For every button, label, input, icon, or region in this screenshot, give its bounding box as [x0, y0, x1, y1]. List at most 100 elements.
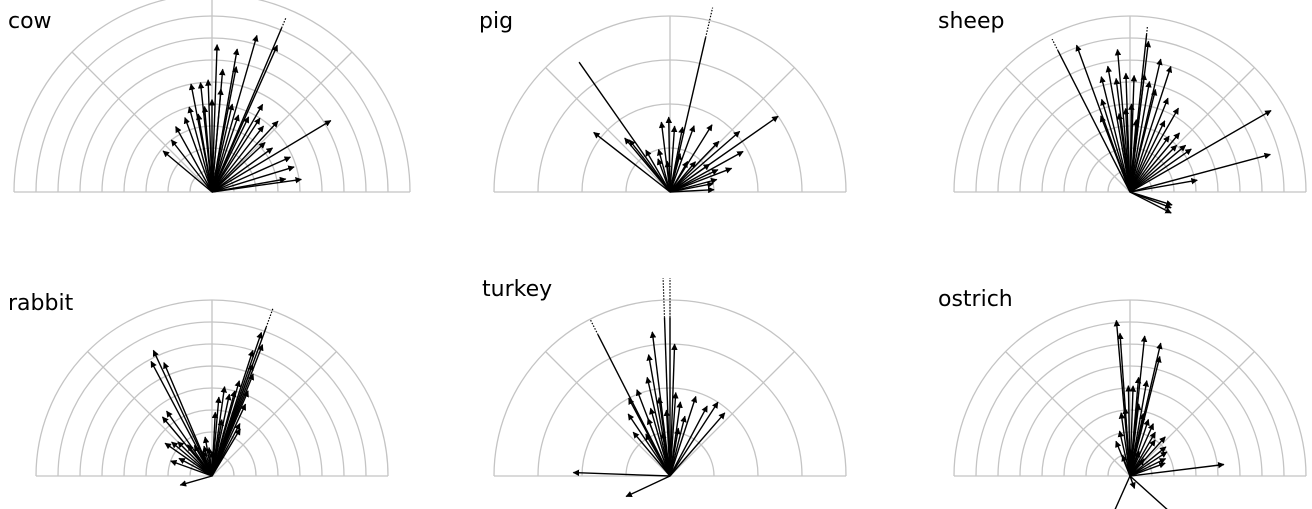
vector-arrow: [669, 160, 689, 193]
vector-arrow: [669, 181, 714, 193]
panel-title-turkey: turkey: [482, 277, 552, 302]
vector-overflow: [1051, 38, 1059, 52]
vector-arrow: [211, 176, 302, 193]
vector-arrow: [1057, 50, 1131, 193]
panel-title-sheep: sheep: [938, 9, 1004, 34]
vector-arrow: [669, 130, 741, 193]
vector-arrow: [645, 149, 671, 193]
vector-arrow: [1129, 191, 1172, 214]
vector-arrow: [166, 410, 213, 477]
vector-arrow: [625, 475, 671, 498]
vector-arrow: [593, 131, 671, 193]
vector-arrow: [211, 419, 225, 477]
vector-arrow: [578, 61, 671, 193]
vector-arrow: [175, 126, 213, 193]
vector-arrow: [1129, 403, 1142, 477]
vector-arrow: [669, 150, 744, 193]
vector-arrow: [211, 428, 241, 477]
vector-arrow: [1129, 446, 1167, 477]
vector-arrow: [1129, 119, 1140, 193]
vector-arrow: [1129, 461, 1225, 477]
vector-arrow: [150, 360, 213, 477]
panel-title-ostrich: ostrich: [938, 287, 1013, 312]
grid-ring: [13, 0, 411, 193]
vector-arrow: [211, 141, 266, 193]
vector-arrow: [211, 103, 235, 193]
vector-arrow: [669, 161, 697, 193]
vector-overflow: [705, 7, 714, 38]
vector-arrow: [628, 139, 671, 193]
grid-spoke: [545, 67, 671, 193]
vector-arrow: [669, 125, 678, 193]
vector-arrow: [178, 457, 213, 477]
polar-grid-ostrich: [953, 299, 1307, 477]
vector-arrow: [211, 120, 279, 193]
vector-arrow: [669, 167, 733, 193]
vector-arrow: [1105, 65, 1131, 193]
vector-overflow: [662, 278, 666, 318]
vector-arrow: [669, 427, 681, 477]
vector-arrow: [1129, 144, 1178, 193]
vector-arrow: [187, 444, 213, 477]
vector-arrow: [645, 433, 671, 477]
vector-arrow: [660, 432, 671, 477]
grid-spoke: [1129, 351, 1255, 477]
vector-arrow: [1122, 407, 1131, 477]
grid-spoke: [71, 51, 213, 193]
vector-arrow: [669, 391, 679, 477]
vectors-turkey: [572, 278, 726, 498]
polar-grid-cow: [13, 0, 411, 193]
panel-title-rabbit: rabbit: [8, 291, 74, 316]
vector-arrow: [162, 150, 213, 193]
vector-arrow: [211, 156, 291, 193]
vector-arrow: [1129, 475, 1168, 509]
vector-arrow: [669, 395, 698, 477]
panel-title-cow: cow: [8, 9, 52, 34]
panel-ostrich: ostrich: [938, 287, 1307, 509]
vector-arrow: [1129, 144, 1187, 193]
vector-arrow: [1129, 462, 1166, 477]
vector-arrow: [632, 431, 671, 477]
vector-arrow: [669, 401, 719, 477]
vector-arrow: [211, 114, 240, 193]
vectors-rabbit: [150, 308, 274, 487]
vector-arrow: [1129, 73, 1148, 193]
vector-arrow: [1129, 109, 1272, 193]
grid-spoke: [669, 351, 795, 477]
vector-arrow: [663, 409, 671, 477]
vector-arrow: [1129, 80, 1152, 193]
vector-arrow: [1099, 115, 1131, 193]
vector-arrow: [1099, 76, 1131, 193]
vector-arrow: [1117, 430, 1131, 477]
panel-title-pig: pig: [479, 9, 513, 34]
vector-arrow: [1129, 135, 1170, 193]
vector-arrow: [164, 442, 213, 477]
vector-arrow: [1121, 454, 1131, 477]
vector-arrow: [1129, 191, 1172, 209]
vector-arrow: [1129, 178, 1198, 193]
vector-overflow: [1146, 25, 1149, 35]
vector-arrow: [669, 405, 708, 477]
vector-arrow: [211, 125, 265, 193]
vector-arrow: [211, 88, 224, 193]
grid-spoke: [545, 351, 671, 477]
grid-spoke: [211, 351, 337, 477]
vector-arrow: [206, 446, 213, 477]
vector-arrow: [669, 415, 687, 477]
panel-rabbit: rabbit: [8, 291, 389, 487]
vector-arrow: [211, 66, 239, 193]
vector-arrow: [183, 116, 213, 193]
vector-arrow: [177, 441, 213, 477]
vector-arrow: [170, 459, 213, 477]
vector-arrow: [669, 412, 726, 477]
vector-arrow: [211, 44, 221, 193]
vector-arrow: [669, 37, 707, 193]
vector-arrow: [201, 450, 213, 477]
vector-arrow: [645, 376, 671, 477]
vector-arrow: [646, 417, 671, 477]
vector-arrow: [665, 116, 673, 193]
vector-arrow: [211, 390, 237, 477]
vector-arrow: [1129, 120, 1166, 193]
vector-arrow: [196, 113, 213, 193]
